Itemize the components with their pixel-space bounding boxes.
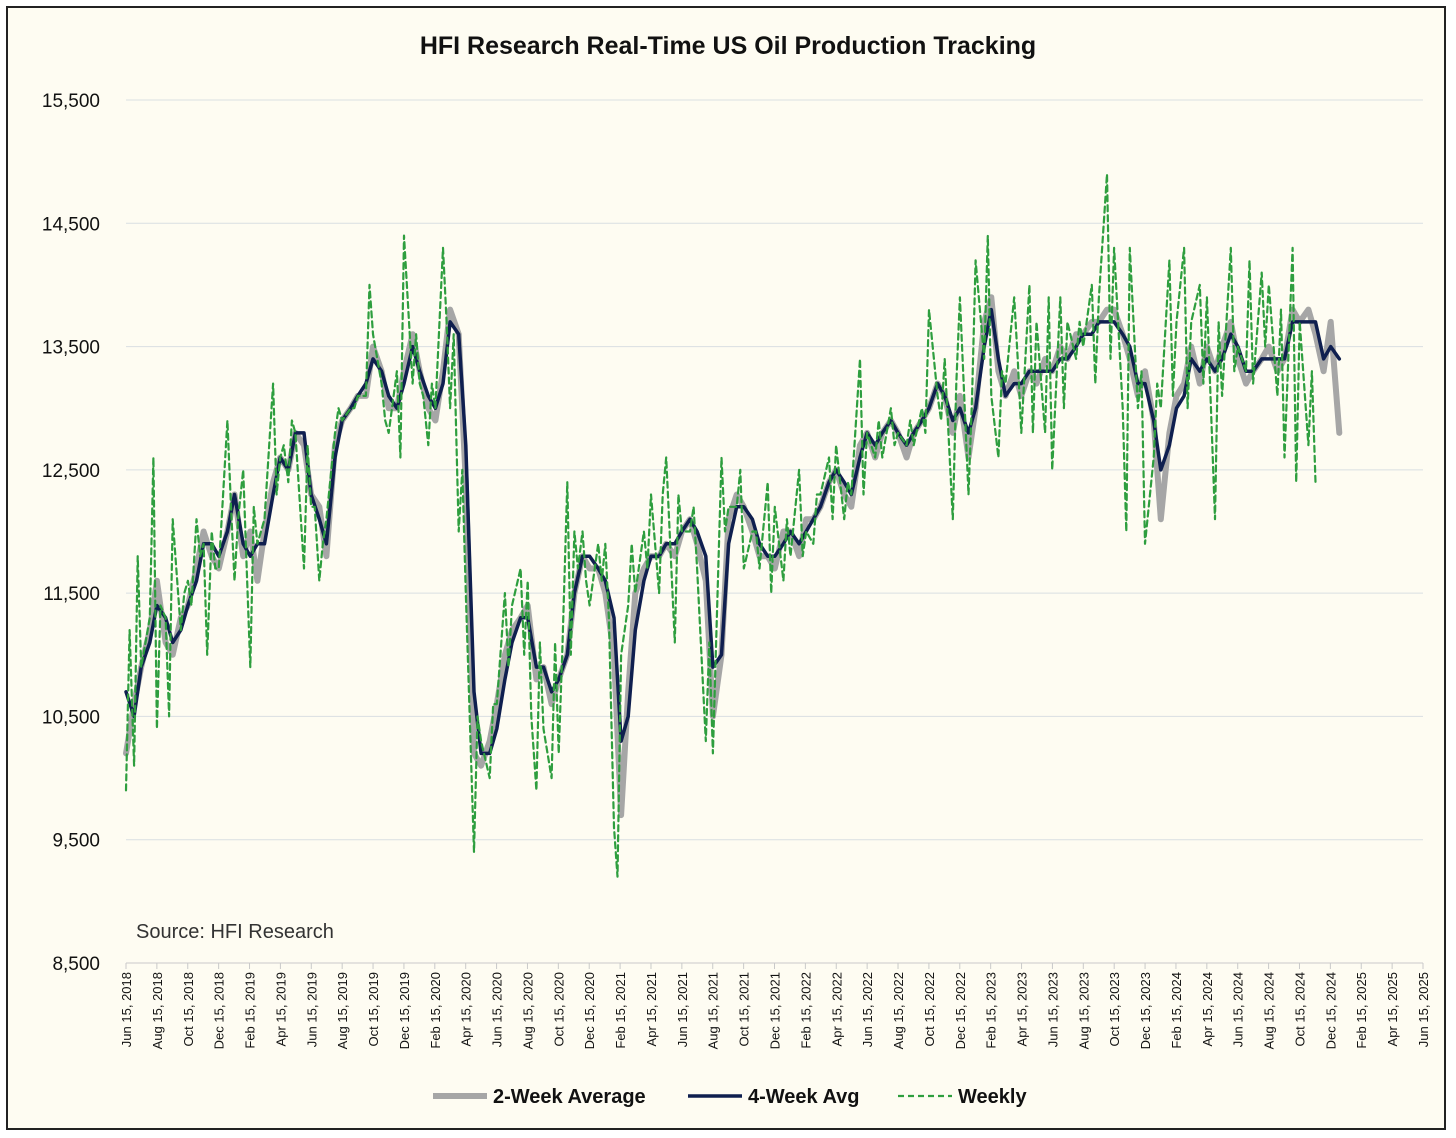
x-tick-label: Apr 15, 2019 [273, 972, 288, 1046]
series-lines [123, 172, 1343, 878]
x-tick-label: Feb 15, 2023 [984, 972, 999, 1049]
x-tick-label: Oct 15, 2022 [922, 972, 937, 1046]
x-tick-label: Aug 15, 2021 [706, 972, 721, 1049]
series-line-weekly [124, 172, 1317, 878]
x-tick-label: Apr 15, 2021 [644, 972, 659, 1046]
x-tick-label: Dec 15, 2020 [582, 972, 597, 1049]
x-tick-label: Feb 15, 2020 [428, 972, 443, 1049]
x-tick-label: Oct 15, 2018 [181, 972, 196, 1046]
x-tick-label: Aug 15, 2019 [335, 972, 350, 1049]
y-axis: 8,500 9,500 10,500 11,500 12,500 13,500 14,500… [42, 91, 100, 975]
x-tick-label: Aug 15, 2024 [1262, 972, 1277, 1049]
x-tick-label: Feb 15, 2025 [1354, 972, 1369, 1049]
x-tick-label: Jun 15, 2022 [860, 972, 875, 1047]
y-tick-label: 10,500 [42, 707, 100, 728]
x-tick-label: Jun 15, 2023 [1045, 972, 1060, 1047]
x-tick-label: Aug 15, 2023 [1076, 972, 1091, 1049]
chart-frame: HFI Research Real-Time US Oil Production… [6, 6, 1446, 1130]
y-tick-label: 13,500 [42, 338, 100, 359]
x-tick-label: Feb 15, 2022 [798, 972, 813, 1049]
x-tick-label: Jun 15, 2025 [1416, 972, 1431, 1047]
x-tick-label: Dec 15, 2018 [212, 972, 227, 1049]
x-tick-label: Feb 15, 2019 [243, 972, 258, 1049]
x-tick-label: Jun 15, 2024 [1231, 972, 1246, 1047]
x-tick-label: Oct 15, 2020 [551, 972, 566, 1046]
x-tick-label: Oct 15, 2021 [737, 972, 752, 1046]
x-axis: Jun 15, 2018 Aug 15, 2018 Oct 15, 2018 Dec … [119, 962, 1431, 1049]
series-line-2-week-average [123, 294, 1343, 819]
x-tick-label: Oct 15, 2019 [366, 972, 381, 1046]
x-tick-label: Dec 15, 2021 [768, 972, 783, 1049]
chart-canvas: HFI Research Real-Time US Oil Production… [42, 32, 1431, 1108]
y-tick-label: 8,500 [52, 954, 100, 975]
x-tick-label: Apr 15, 2022 [829, 972, 844, 1046]
x-tick-label: Jun 15, 2018 [119, 972, 134, 1047]
legend-label: Weekly [958, 1086, 1027, 1108]
x-tick-label: Dec 15, 2019 [397, 972, 412, 1049]
x-tick-label: Jun 15, 2021 [675, 972, 690, 1047]
x-tick-label: Jun 15, 2019 [304, 972, 319, 1047]
x-tick-label: Dec 15, 2024 [1323, 972, 1338, 1049]
legend-label: 2-Week Average [493, 1086, 646, 1108]
x-tick-label: Jun 15, 2020 [490, 972, 505, 1047]
y-tick-label: 14,500 [42, 214, 100, 235]
x-tick-label: Apr 15, 2025 [1385, 972, 1400, 1046]
legend-label: 4-Week Avg [748, 1086, 860, 1108]
legend: 2-Week Average 4-Week Avg Weekly [433, 1086, 1027, 1108]
y-tick-label: 12,500 [42, 461, 100, 482]
x-tick-label: Apr 15, 2024 [1200, 972, 1215, 1046]
x-tick-label: Oct 15, 2023 [1107, 972, 1122, 1046]
x-tick-label: Apr 15, 2020 [459, 972, 474, 1046]
x-tick-label: Apr 15, 2023 [1015, 972, 1030, 1046]
x-tick-label: Dec 15, 2023 [1138, 972, 1153, 1049]
grid-lines [126, 99, 1423, 964]
source-annotation: Source: HFI Research [136, 921, 334, 943]
y-tick-label: 9,500 [52, 831, 100, 852]
x-tick-label: Feb 15, 2021 [613, 972, 628, 1049]
y-tick-label: 11,500 [43, 584, 100, 605]
series-line-4-week-avg [124, 307, 1342, 756]
x-tick-label: Aug 15, 2018 [150, 972, 165, 1049]
x-tick-label: Aug 15, 2020 [520, 972, 535, 1049]
chart-title: HFI Research Real-Time US Oil Production… [420, 32, 1036, 60]
x-tick-label: Oct 15, 2024 [1292, 972, 1307, 1046]
x-tick-label: Feb 15, 2024 [1169, 972, 1184, 1049]
x-tick-label: Aug 15, 2022 [891, 972, 906, 1049]
y-tick-label: 15,500 [42, 91, 100, 112]
x-tick-label: Dec 15, 2022 [953, 972, 968, 1049]
